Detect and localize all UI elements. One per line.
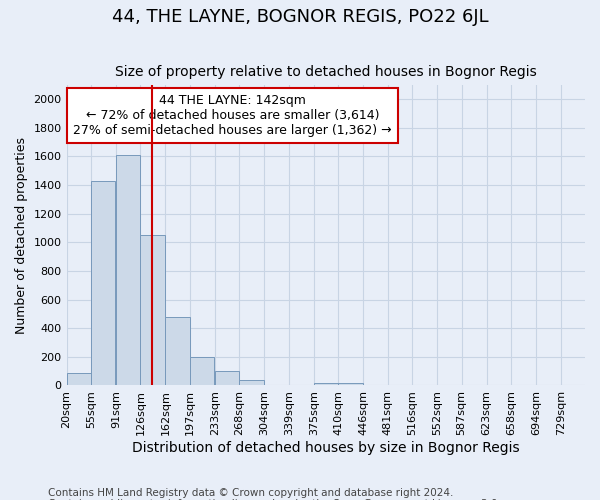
Text: Contains HM Land Registry data © Crown copyright and database right 2024.: Contains HM Land Registry data © Crown c…: [48, 488, 454, 498]
Text: 44, THE LAYNE, BOGNOR REGIS, PO22 6JL: 44, THE LAYNE, BOGNOR REGIS, PO22 6JL: [112, 8, 488, 26]
Text: 44 THE LAYNE: 142sqm
← 72% of detached houses are smaller (3,614)
27% of semi-de: 44 THE LAYNE: 142sqm ← 72% of detached h…: [73, 94, 392, 137]
Bar: [91, 182, 115, 386]
Bar: [166, 318, 190, 386]
Bar: [239, 380, 264, 386]
Bar: [67, 374, 91, 386]
Text: Contains public sector information licensed under the Open Government Licence v3: Contains public sector information licen…: [48, 499, 501, 500]
Bar: [314, 384, 338, 386]
X-axis label: Distribution of detached houses by size in Bognor Regis: Distribution of detached houses by size …: [132, 441, 520, 455]
Bar: [338, 384, 363, 386]
Bar: [215, 371, 239, 386]
Bar: [190, 357, 214, 386]
Bar: [116, 155, 140, 386]
Title: Size of property relative to detached houses in Bognor Regis: Size of property relative to detached ho…: [115, 66, 536, 80]
Y-axis label: Number of detached properties: Number of detached properties: [15, 136, 28, 334]
Bar: [140, 235, 165, 386]
